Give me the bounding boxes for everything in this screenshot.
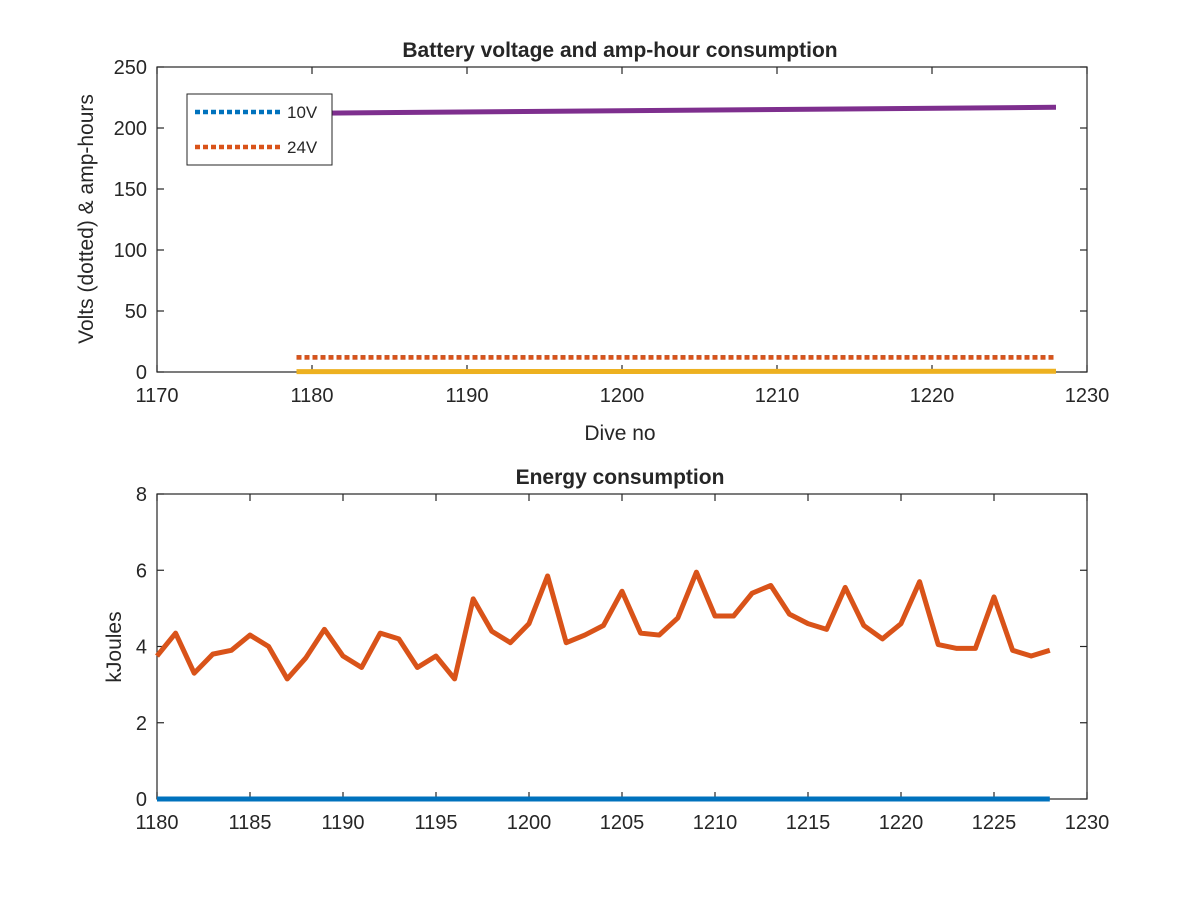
energy-chart-xtick-label: 1205 (600, 812, 645, 834)
energy-chart-xtick-label: 1230 (1065, 812, 1110, 834)
energy-chart-ytick-label: 6 (136, 560, 147, 582)
energy-chart-xtick-label: 1195 (414, 812, 457, 834)
battery-chart-ytick-label: 0 (136, 362, 147, 384)
battery-chart-ytick-label: 100 (114, 240, 147, 262)
energy-chart-ytick-label: 0 (136, 789, 147, 811)
battery-chart-xtick-label: 1210 (755, 385, 800, 407)
energy-chart-xtick-label: 1210 (693, 812, 738, 834)
battery-chart-ylabel: Volts (dotted) & amp-hours (75, 94, 98, 344)
battery-chart-legend-label-24v: 24V (287, 138, 318, 157)
energy-chart-xtick-label: 1215 (786, 812, 831, 834)
battery-chart-ytick-label: 50 (125, 301, 147, 323)
energy-chart-ytick-label: 2 (136, 713, 147, 735)
energy-chart-xtick-label: 1185 (228, 812, 271, 834)
energy-chart-ylabel: kJoules (103, 611, 126, 682)
battery-chart-legend (186, 93, 333, 166)
battery-chart-xtick-label: 1230 (1065, 385, 1110, 407)
energy-chart-series-0-line (155, 569, 1051, 682)
energy-chart-ytick-label: 8 (136, 484, 147, 506)
energy-chart: Energy consumption kJoules 1180 1185 1190 1… (103, 466, 1109, 834)
battery-chart-legend-label-10v: 10V (287, 103, 318, 122)
energy-chart-xtick-label: 1220 (879, 812, 924, 834)
battery-chart-xtick-label: 1180 (290, 385, 333, 407)
battery-chart-ytick-label: 250 (114, 57, 147, 79)
energy-chart-ytick-label: 4 (136, 637, 147, 659)
energy-chart-xtick-label: 1200 (507, 812, 552, 834)
energy-chart-xtick-label: 1190 (321, 812, 364, 834)
energy-chart-plot-area: 1180 1185 1190 1195 1200 1205 1210 1215 1220 1225… (135, 484, 1109, 834)
energy-chart-xtick-label: 1180 (135, 812, 178, 834)
battery-chart-ytick-label: 200 (114, 118, 147, 140)
battery-chart-plot-area: 1170 1180 1190 1200 1210 1220 1230 0 50 100 150 200… (114, 57, 1110, 407)
energy-chart-xtick-label: 1225 (972, 812, 1017, 834)
battery-chart-ytick-label: 150 (114, 179, 147, 201)
battery-chart-xtick-label: 1190 (445, 385, 488, 407)
battery-chart-title: Battery voltage and amp-hour consumption (402, 39, 837, 62)
battery-chart-xtick-label: 1220 (910, 385, 955, 407)
battery-chart-xtick-label: 1200 (600, 385, 645, 407)
energy-chart-title: Energy consumption (516, 466, 725, 489)
battery-chart: Battery voltage and amp-hour consumption… (75, 39, 1109, 445)
battery-chart-xtick-label: 1170 (135, 385, 178, 407)
battery-chart-series-3-line (296, 104, 1057, 116)
battery-chart-xlabel: Dive no (584, 422, 655, 445)
